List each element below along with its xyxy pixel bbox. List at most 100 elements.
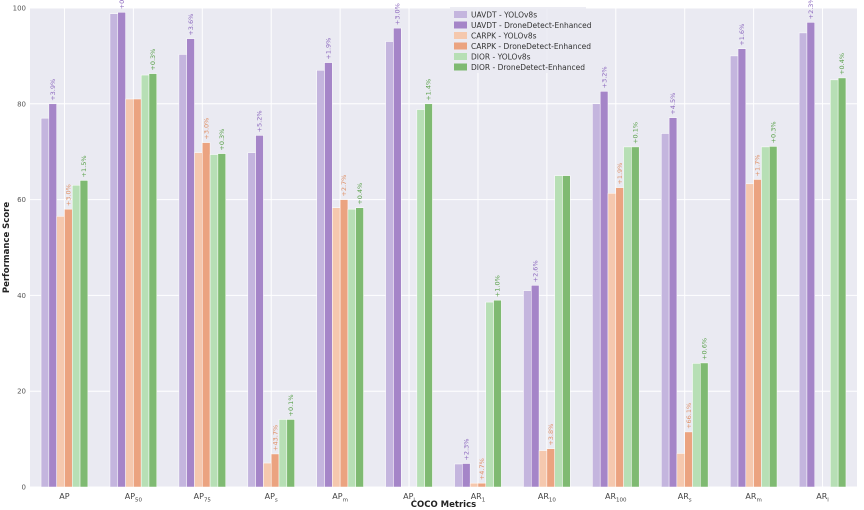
x-tick-label: ARl — [816, 492, 829, 504]
bar-0-0 — [40, 117, 50, 488]
bar-3-8 — [615, 187, 624, 488]
bar-annotation: +3.0% — [65, 184, 73, 206]
bar-1-1 — [117, 12, 126, 488]
bar-annotation: +4.5% — [669, 93, 677, 115]
bar-annotation: +0.1% — [631, 122, 639, 144]
legend-swatch — [454, 63, 467, 71]
bar-annotation: +1.7% — [754, 155, 762, 177]
bar-2-8 — [607, 193, 617, 488]
legend-swatch — [454, 11, 467, 18]
x-tick-label: AP — [59, 492, 69, 501]
legend-label: CARPK - YOLOv8s — [471, 31, 537, 40]
bar-5-10 — [768, 146, 778, 488]
bar-0-11 — [798, 32, 808, 488]
bar-1-4 — [324, 62, 333, 488]
legend-label: UAVDT - YOLOv8s — [471, 10, 537, 19]
bar-2-1 — [125, 98, 134, 488]
x-tick-subscript: 75 — [204, 498, 211, 504]
bar-annotations: +3.9% +3.0% +1.5% +0.3% +0.3% +3.6% +3.0% +0.3%… — [49, 0, 846, 480]
bar-0-1 — [109, 13, 119, 488]
bar-2-7 — [538, 450, 548, 488]
x-tick-base: AP — [403, 492, 413, 501]
bar-5-5 — [424, 103, 433, 488]
y-tick-label: 80 — [17, 100, 26, 108]
x-tick-base: AR — [471, 492, 482, 501]
bar-annotation: +5.2% — [256, 110, 264, 132]
x-tick-subscript: s — [689, 498, 692, 504]
bar-4-3 — [278, 419, 288, 488]
bar-2-10 — [745, 183, 754, 488]
x-tick-subscript: 10 — [549, 498, 556, 504]
y-axis-title: Performance Score — [2, 202, 12, 294]
x-tick-subscript: m — [756, 498, 761, 504]
bar-0-3 — [247, 152, 256, 488]
x-tick-base: AR — [816, 492, 827, 501]
x-tick-label: AR10 — [538, 492, 557, 504]
bar-0-7 — [523, 290, 532, 488]
bar-annotation: +3.0% — [202, 118, 210, 140]
plot-background — [30, 8, 857, 487]
bar-annotation: +3.0% — [394, 3, 402, 25]
bar-3-1 — [133, 98, 142, 488]
legend-label: DIOR - YOLOv8s — [471, 52, 531, 61]
legend-label: UAVDT - DroneDetect-Enhanced — [471, 21, 592, 30]
bar-2-0 — [56, 216, 65, 488]
bar-annotation: +0.4% — [356, 183, 364, 205]
x-tick-base: AP — [125, 492, 135, 501]
bar-4-5 — [416, 109, 425, 488]
bar-5-8 — [631, 146, 640, 488]
bar-5-4 — [355, 207, 364, 488]
bar-annotation: +1.5% — [80, 155, 88, 177]
bar-5-6 — [493, 299, 502, 488]
bar-4-8 — [623, 146, 632, 488]
x-tick-subscript: l — [827, 498, 829, 504]
x-tick-label: AR100 — [605, 492, 627, 504]
bar-4-11 — [830, 79, 839, 488]
bar-3-0 — [64, 208, 73, 488]
legend-label: DIOR - DroneDetect-Enhanced — [471, 63, 585, 72]
bar-3-2 — [202, 142, 211, 488]
bar-annotation: +43.7% — [271, 425, 279, 451]
bar-annotation: +2.3% — [807, 0, 815, 19]
legend-swatch — [454, 21, 467, 29]
bar-annotation: +1.4% — [425, 79, 433, 101]
bar-0-10 — [729, 55, 739, 488]
bar-4-6 — [485, 301, 494, 488]
x-tick-label: APm — [332, 492, 348, 504]
bar-annotation: +1.9% — [325, 38, 333, 60]
bar-2-4 — [332, 207, 341, 488]
bar-2-6 — [469, 482, 479, 488]
bar-annotation: +0.3% — [118, 0, 126, 9]
legend-swatch — [454, 53, 467, 60]
bar-3-9 — [684, 431, 693, 488]
bar-annotation: +2.6% — [531, 260, 539, 282]
bar-1-0 — [48, 103, 57, 488]
bar-5-9 — [700, 362, 709, 488]
x-tick-subscript: s — [275, 498, 278, 504]
x-tick-base: AP — [332, 492, 342, 501]
bar-annotation: +2.3% — [462, 439, 470, 461]
bar-2-2 — [194, 152, 203, 488]
y-tick-label: 20 — [17, 388, 26, 396]
bar-annotation: +66.1% — [685, 403, 693, 429]
x-tick-subscript: 1 — [482, 498, 486, 504]
bar-2-3 — [263, 462, 272, 488]
x-tick-base: AP — [265, 492, 275, 501]
x-tick-label: ARm — [745, 492, 761, 504]
bar-4-4 — [347, 208, 356, 488]
x-tick-subscript: m — [343, 498, 348, 504]
bar-1-7 — [531, 285, 540, 488]
x-tick-label: AP75 — [194, 492, 212, 504]
bar-1-9 — [668, 117, 678, 488]
bar-5-7 — [562, 175, 571, 488]
bar-1-2 — [186, 38, 195, 488]
bar-annotation: +0.3% — [769, 121, 777, 143]
bar-3-7 — [546, 448, 555, 488]
x-tick-label: ARs — [678, 492, 692, 504]
y-axis-ticks: 0 20 40 60 80 100 — [13, 5, 26, 492]
bar-annotation: +1.0% — [494, 275, 502, 297]
x-tick-label: APs — [265, 492, 278, 504]
bar-annotation: +0.1% — [287, 394, 295, 416]
y-tick-label: 0 — [22, 484, 26, 492]
